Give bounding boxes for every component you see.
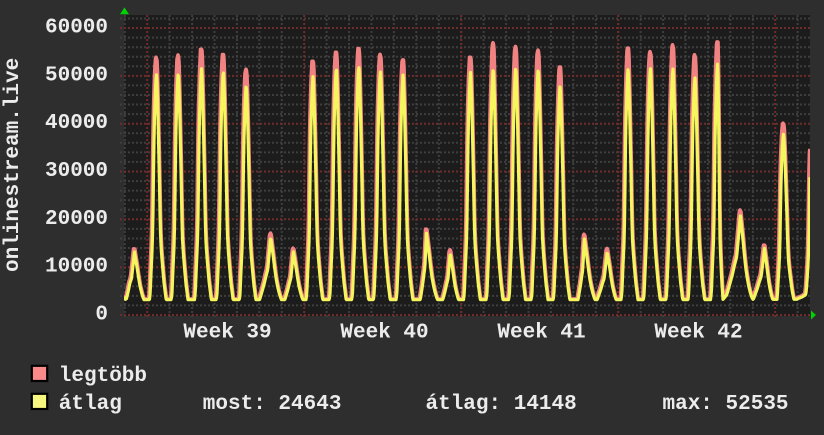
svg-text:0: 0 (95, 304, 108, 327)
svg-text:40000: 40000 (45, 112, 108, 135)
svg-text:50000: 50000 (45, 64, 108, 87)
svg-text:max: 52535: max: 52535 (663, 393, 789, 416)
svg-text:legtöbb: legtöbb (59, 365, 147, 388)
svg-text:most: 24643: most: 24643 (203, 393, 342, 416)
svg-text:30000: 30000 (45, 160, 108, 183)
svg-text:20000: 20000 (45, 208, 108, 231)
svg-text:Week 39: Week 39 (183, 321, 271, 344)
svg-text:átlag: 14148: átlag: 14148 (426, 393, 577, 416)
svg-text:Week 42: Week 42 (654, 321, 742, 344)
svg-text:60000: 60000 (45, 17, 108, 40)
svg-text:Week 41: Week 41 (497, 321, 585, 344)
svg-text:onlinestream.live: onlinestream.live (2, 58, 25, 272)
svg-text:10000: 10000 (45, 256, 108, 279)
svg-text:Week 40: Week 40 (340, 321, 428, 344)
svg-text:átlag: átlag (59, 393, 122, 416)
